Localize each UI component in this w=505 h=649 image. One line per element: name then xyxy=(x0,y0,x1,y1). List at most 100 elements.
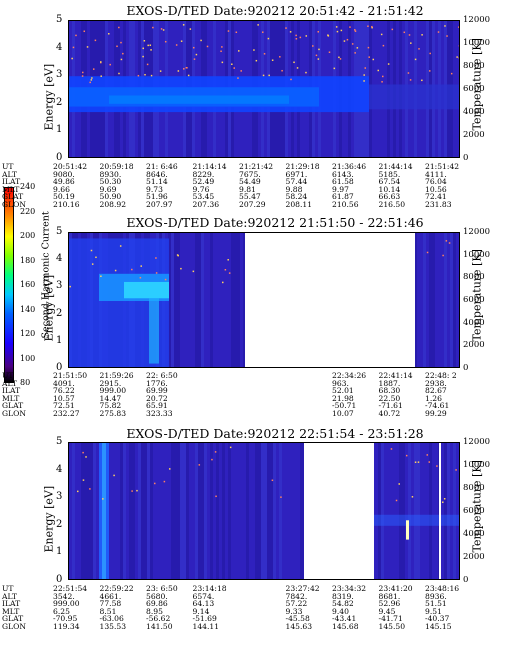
noise-dot xyxy=(144,73,146,76)
spectrogram-column xyxy=(261,443,264,579)
noise-dot xyxy=(168,468,171,470)
ephemeris-value: 6.25 xyxy=(53,606,70,616)
y-tick-label: 3 xyxy=(56,69,63,81)
y2-tick-label: 12000 xyxy=(463,227,491,237)
data-gap xyxy=(304,443,374,579)
y2-tick-label: 6000 xyxy=(463,84,485,94)
noise-dot xyxy=(180,40,183,42)
noise-dot xyxy=(155,272,158,274)
ephemeris-value: 82.67 xyxy=(425,386,447,396)
noise-dot xyxy=(143,40,146,42)
ephemeris-value: 5680. xyxy=(146,591,168,601)
spectrogram-column xyxy=(153,443,156,579)
spectrogram-column xyxy=(132,443,135,579)
noise-dot xyxy=(317,58,320,60)
noise-dot xyxy=(109,63,111,66)
ephemeris-value: 145.68 xyxy=(332,622,359,631)
noise-dot xyxy=(114,269,117,272)
noise-dot xyxy=(92,68,95,70)
noise-dot xyxy=(146,63,149,66)
y2-tick-label: 4000 xyxy=(463,317,485,328)
noise-dot xyxy=(409,79,412,81)
noise-dot xyxy=(163,480,166,483)
spectrogram-column xyxy=(255,443,258,579)
colorbar-tick-label: 100 xyxy=(20,353,36,363)
spectrogram-column xyxy=(138,443,141,579)
noise-dot xyxy=(147,44,149,47)
spectrogram-column xyxy=(378,443,381,579)
noise-dot xyxy=(363,80,365,82)
ephemeris-row-label: UT xyxy=(2,162,14,171)
spectrogram-column xyxy=(189,443,192,579)
ephemeris-value: 210.16 xyxy=(53,200,80,209)
spectrogram-column xyxy=(438,233,441,367)
noise-dot xyxy=(450,72,453,75)
ephemeris-value: 20.72 xyxy=(146,393,168,403)
spectrogram-column xyxy=(240,233,243,367)
noise-dot xyxy=(150,49,152,51)
spectrogram-column xyxy=(243,443,246,579)
noise-dot xyxy=(193,58,196,60)
ephemeris-value: 145.15 xyxy=(425,622,452,631)
spectrogram-column xyxy=(432,443,435,579)
ephemeris-value: 135.53 xyxy=(99,622,127,631)
ion-spike xyxy=(406,520,409,540)
noise-dot xyxy=(77,490,79,493)
spectrogram-column xyxy=(147,443,150,579)
ephemeris-row-label: ALT xyxy=(2,169,17,179)
spectrogram-column xyxy=(411,443,414,579)
spectrogram-column xyxy=(279,443,282,579)
y2-tick-label: 4000 xyxy=(463,529,485,539)
ephemeris-value: 9.88 xyxy=(285,184,303,194)
ephemeris-value: 8646. xyxy=(146,169,168,179)
y2-tick-label: 10000 xyxy=(463,249,491,260)
noise-dot xyxy=(211,458,213,461)
ephemeris-row-label: GLON xyxy=(2,409,26,418)
spectrogram-column xyxy=(294,443,297,579)
noise-dot xyxy=(91,263,94,265)
noise-dot xyxy=(81,75,84,77)
ephemeris-value: 2938. xyxy=(425,378,447,388)
ephemeris-value: 54.82 xyxy=(332,599,354,609)
y2-tick-label: 2000 xyxy=(463,552,485,562)
spectrogram-column xyxy=(201,233,204,367)
noise-dot xyxy=(164,278,167,281)
spectrogram-column xyxy=(204,233,207,367)
noise-dot xyxy=(336,30,339,33)
noise-dot xyxy=(185,66,188,69)
noise-dot xyxy=(95,256,97,259)
spectrogram-column xyxy=(399,443,402,579)
spectrogram-column xyxy=(111,443,114,579)
spectrogram-column xyxy=(210,443,213,579)
noise-dot xyxy=(200,39,202,42)
noise-dot xyxy=(295,34,297,37)
ephemeris-value: 5185. xyxy=(378,169,401,179)
noise-dot xyxy=(119,245,122,247)
noise-dot xyxy=(446,35,448,37)
spectrogram-column xyxy=(192,443,195,579)
spectrogram-column xyxy=(225,443,228,579)
noise-dot xyxy=(395,499,398,502)
spectrogram-column xyxy=(459,233,460,368)
noise-dot xyxy=(137,74,140,77)
ephemeris-value: 54.49 xyxy=(239,177,261,187)
ephemeris-value: 51.96 xyxy=(146,192,168,202)
spectrogram-column xyxy=(276,443,279,579)
ephemeris-row-label: GLAT xyxy=(2,192,24,202)
noise-dot xyxy=(381,81,383,83)
noise-dot xyxy=(229,446,232,449)
ephemeris-value: 323.33 xyxy=(146,409,173,418)
ephemeris-value: 40.72 xyxy=(378,409,401,418)
spectrogram-column xyxy=(78,443,81,579)
spectrogram-column xyxy=(387,443,390,579)
spectrogram-column xyxy=(183,233,186,367)
spectrogram-column xyxy=(423,233,426,367)
ephemeris-value: 7842. xyxy=(285,591,308,601)
spectrogram-column xyxy=(240,443,243,579)
colorbar-tick-label: 200 xyxy=(20,231,36,240)
noise-dot xyxy=(372,58,375,61)
y-tick-label: 2 xyxy=(56,96,63,108)
noise-dot xyxy=(227,30,230,32)
ephemeris-row-label: GLON xyxy=(2,200,26,209)
ephemeris-value: 2915. xyxy=(99,378,122,388)
